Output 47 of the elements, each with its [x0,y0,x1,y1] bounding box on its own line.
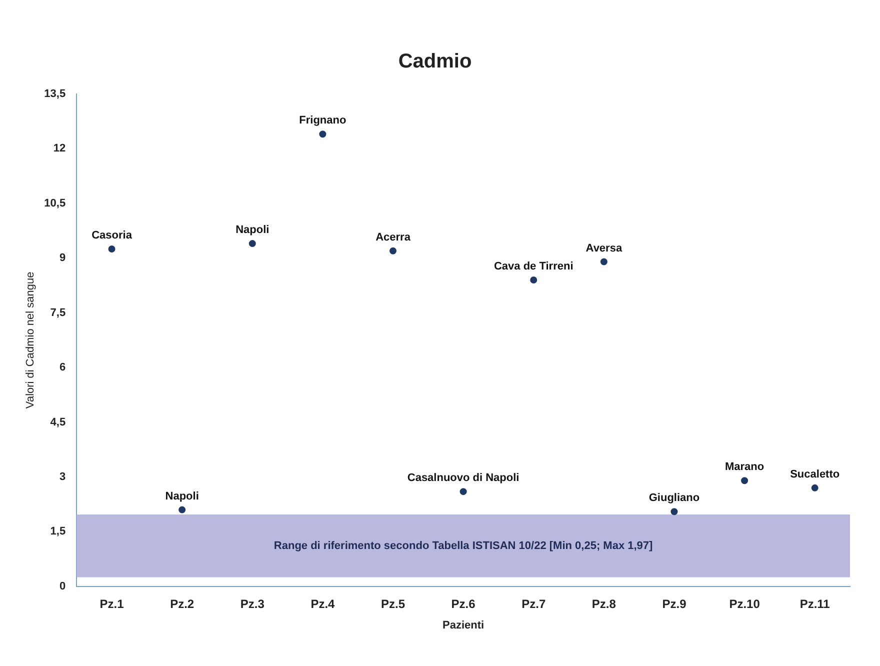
y-tick-label: 7,5 [50,306,66,319]
annotation: Frignano [299,114,346,127]
annotation: Giugliano [648,492,700,504]
x-tick-label: Pz.1 [100,596,124,611]
x-tick-label: Pz.11 [800,596,830,611]
point [530,276,538,284]
point [460,488,467,496]
annotation: Cava de Tirreni [494,260,574,273]
y-tick-label: 1,5 [50,526,66,538]
y-tick-label: 12 [53,142,66,155]
annotation: Sucaletto [790,468,840,480]
x-tick-label: Pz.4 [310,596,336,611]
annotation: Casoria [92,230,133,242]
point [811,484,818,492]
point [389,247,396,254]
point [108,246,116,253]
point [670,508,678,516]
x-tick-label: Pz.10 [729,596,760,611]
annotation: Acerra [376,231,412,244]
x-tick-label: Pz.8 [592,596,616,611]
x-tick-label: Pz.9 [662,596,687,611]
annotation: Napoli [236,224,270,236]
x-tick-label: Pz.3 [240,596,265,611]
y-tick-label: 9 [59,252,66,264]
band-label: Range di riferimento secondo Tabella ISTISAN 10/22 [Min 0,25; Max 1,97] [274,540,654,552]
x-tick-label: Pz.2 [170,596,194,611]
point [741,477,748,484]
annotation: Napoli [165,490,199,502]
y-tick-label: 10,5 [44,197,66,210]
annotation: Casalnuovo di Napoli [407,472,520,484]
y-tick-label: 0 [59,580,66,592]
y-tick-label: 6 [59,362,66,374]
chart-title: Cadmio [398,50,472,73]
x-axis-title: Pazienti [442,619,484,632]
y-tick-label: 13,5 [44,88,66,100]
x-tick-label: Pz.5 [380,596,406,611]
point [600,258,608,266]
annotation: Aversa [586,242,623,254]
point [248,240,256,248]
y-tick-label: 3 [59,471,66,484]
point [319,130,326,138]
x-tick-label: Pz.7 [522,596,546,611]
y-tick-label: 4,5 [50,416,66,428]
point [178,506,186,514]
annotation: Marano [724,461,764,474]
x-tick-label: Pz.6 [451,596,476,611]
y-axis-title: Valori di Cadmio nel sangue [24,272,37,409]
